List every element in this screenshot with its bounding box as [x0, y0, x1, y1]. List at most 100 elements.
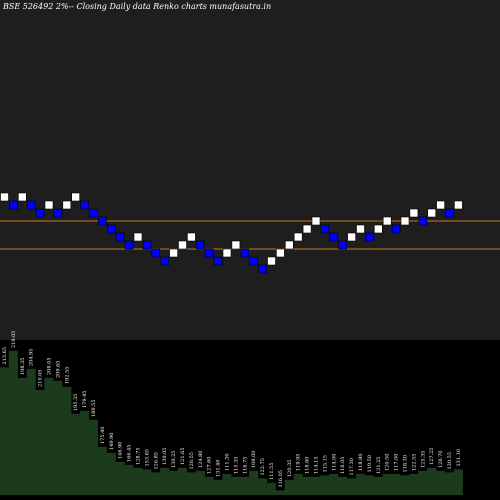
volume-bar — [391, 473, 401, 496]
volume-bar — [293, 473, 303, 496]
volume-bar — [320, 475, 330, 496]
volume-bar — [382, 473, 392, 496]
up-brick — [133, 232, 143, 242]
volume-label: 126.85 — [153, 452, 159, 470]
volume-bar — [453, 469, 463, 496]
volume-bar — [204, 476, 214, 496]
down-brick — [160, 256, 169, 266]
volume-bar — [257, 478, 268, 496]
down-brick — [151, 248, 161, 258]
volume-label: 198.35 — [20, 358, 26, 376]
volume-label: 122.75 — [260, 458, 266, 476]
volume-bar — [240, 476, 250, 496]
volume-label: 119.95 — [296, 454, 302, 472]
up-brick — [284, 240, 294, 250]
volume-bar — [427, 467, 437, 496]
volume-bar — [133, 467, 143, 496]
volume-bar — [62, 386, 72, 496]
chart-title: BSE 526492 2%-- Closing Daily data Renko… — [2, 2, 271, 11]
volume-label: 111.55 — [269, 463, 275, 481]
up-brick — [382, 216, 392, 226]
volume-bars — [0, 350, 463, 496]
down-brick — [89, 208, 98, 218]
volume-bar — [0, 367, 10, 496]
volume-label: 179.45 — [82, 391, 88, 409]
volume-label: 122.55 — [411, 454, 417, 472]
price-panel — [0, 0, 500, 340]
volume-label: 125.35 — [420, 451, 426, 469]
volume-label: 208.05 — [47, 358, 53, 376]
down-brick — [124, 240, 134, 250]
volume-label: 119.50 — [367, 455, 373, 473]
volume-label: 189.55 — [91, 400, 97, 418]
volume-label: 192.55 — [64, 367, 70, 385]
volume-bar — [249, 470, 259, 496]
up-brick — [178, 240, 187, 250]
volume-bar — [26, 368, 36, 496]
volume-label: 213.65 — [2, 347, 8, 365]
up-brick — [222, 248, 232, 258]
volume-bar — [160, 467, 170, 496]
down-brick — [365, 232, 374, 242]
down-brick — [35, 208, 45, 218]
volume-bar — [115, 461, 125, 496]
down-brick — [98, 216, 107, 226]
volume-label: 120.50 — [385, 454, 391, 472]
volume-label: 121.25 — [376, 457, 382, 475]
up-brick — [311, 216, 321, 226]
up-brick — [44, 200, 54, 210]
volume-bar — [106, 452, 116, 496]
volume-label: 149.90 — [109, 433, 115, 451]
up-brick — [62, 200, 72, 210]
up-brick — [267, 256, 276, 266]
volume-bar — [231, 476, 241, 496]
level-lines — [0, 220, 500, 250]
volume-label: 175.40 — [100, 427, 106, 445]
volume-label: 120.35 — [287, 460, 293, 478]
volume-label: 115.15 — [322, 455, 328, 473]
volume-bar — [275, 490, 285, 496]
volume-label: 124.80 — [198, 451, 204, 469]
volume-bar — [177, 467, 188, 496]
down-brick — [240, 248, 250, 258]
renko-bricks — [0, 192, 463, 274]
up-brick — [71, 192, 80, 202]
volume-label: 118.80 — [358, 454, 364, 472]
down-brick — [213, 256, 223, 266]
volume-label: 126.70 — [438, 451, 444, 469]
up-brick — [0, 192, 9, 202]
volume-label: 126.55 — [189, 452, 195, 470]
volume-bar — [364, 475, 374, 496]
volume-label: 118.30 — [403, 455, 409, 473]
down-brick — [338, 240, 348, 250]
down-brick — [115, 232, 125, 242]
volume-label: 114.00 — [331, 454, 337, 472]
down-brick — [26, 200, 36, 210]
up-brick — [293, 232, 303, 242]
volume-bar — [266, 482, 277, 496]
volume-bar — [435, 470, 446, 496]
volume-bar — [53, 380, 63, 496]
volume-label: 127.60 — [207, 457, 213, 475]
up-brick — [436, 200, 445, 210]
down-brick — [258, 264, 267, 274]
volume-bar — [195, 470, 205, 496]
down-brick — [9, 200, 18, 210]
up-brick — [169, 248, 178, 258]
volume-bar — [400, 475, 410, 496]
volume-label: 115.35 — [233, 457, 239, 475]
volume-bar — [329, 473, 339, 496]
volume-bar — [311, 476, 321, 496]
up-brick — [347, 232, 356, 242]
up-brick — [373, 224, 383, 234]
volume-bar — [88, 419, 99, 496]
down-brick — [53, 208, 63, 218]
volume-bar — [97, 446, 107, 496]
up-brick — [356, 224, 365, 234]
volume-bar — [373, 476, 383, 496]
down-brick — [418, 216, 428, 226]
up-brick — [427, 208, 437, 218]
volume-bar — [71, 413, 81, 496]
volume-bar — [355, 473, 366, 496]
